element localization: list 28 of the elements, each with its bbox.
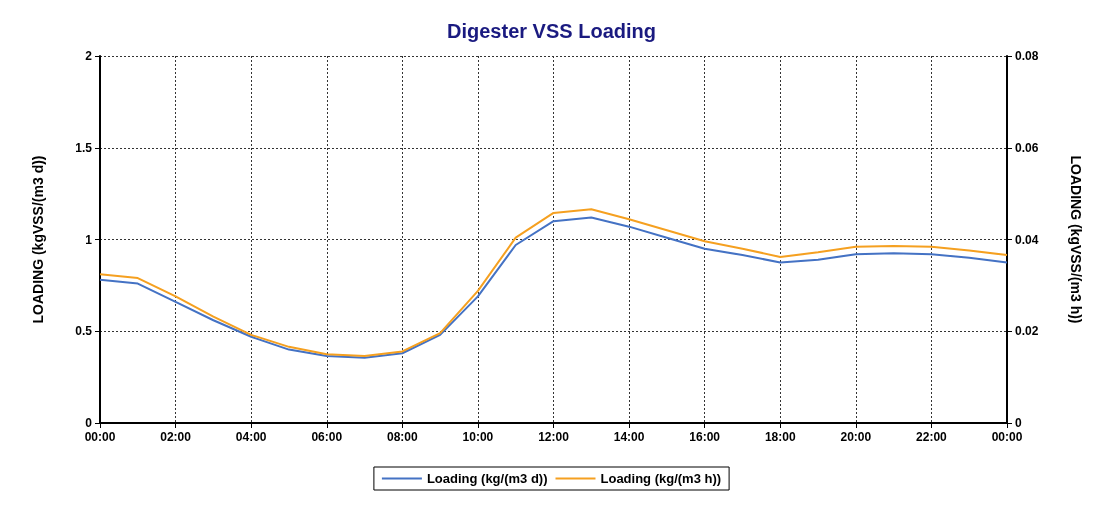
y-tick-label: 1	[85, 232, 93, 247]
x-tick-label: 08:00	[386, 430, 418, 444]
x-tick-label: 00:00	[991, 430, 1023, 444]
y-axis-title: LOADING (kgVSS/(m3 d))	[30, 155, 46, 324]
chart-title: Digester VSS Loading	[447, 20, 656, 42]
y2-tick-label: 0.08	[1015, 49, 1039, 63]
legend-label: Loading (kg/(m3 d))	[426, 471, 548, 486]
x-tick-label: 22:00	[916, 430, 948, 444]
y2-tick-label: 0.02	[1015, 324, 1039, 339]
x-tick-label: 00:00	[84, 430, 116, 444]
x-tick-label: 10:00	[462, 430, 494, 444]
y-tick-label: 1.5	[75, 140, 93, 155]
legend-label: Loading (kg/(m3 h))	[600, 471, 722, 486]
y2-axis-title: LOADING (kgVSS/(m3 h))	[1068, 155, 1084, 324]
x-tick-label: 16:00	[689, 430, 721, 444]
x-tick-label: 06:00	[311, 430, 343, 444]
x-tick-label: 20:00	[840, 430, 872, 444]
y-tick-label: 2	[85, 49, 93, 63]
x-tick-label: 18:00	[764, 430, 796, 444]
y-tick-label: 0	[85, 416, 93, 430]
y-tick-label: 0.5	[75, 324, 93, 339]
y2-tick-label: 0.04	[1015, 232, 1039, 247]
x-tick-label: 12:00	[538, 430, 570, 444]
x-tick-label: 14:00	[613, 430, 645, 444]
x-tick-label: 02:00	[160, 430, 192, 444]
x-tick-label: 04:00	[235, 430, 267, 444]
y2-tick-label: 0	[1015, 416, 1022, 430]
y2-tick-label: 0.06	[1015, 140, 1039, 155]
